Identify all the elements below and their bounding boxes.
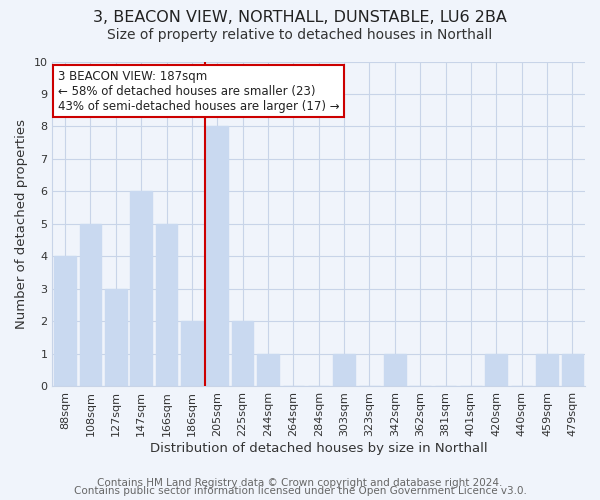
Bar — [206, 126, 228, 386]
Bar — [536, 354, 558, 386]
Text: 3, BEACON VIEW, NORTHALL, DUNSTABLE, LU6 2BA: 3, BEACON VIEW, NORTHALL, DUNSTABLE, LU6… — [93, 10, 507, 25]
Bar — [384, 354, 406, 386]
Bar — [80, 224, 101, 386]
Bar — [156, 224, 178, 386]
Bar — [55, 256, 76, 386]
Text: 3 BEACON VIEW: 187sqm
← 58% of detached houses are smaller (23)
43% of semi-deta: 3 BEACON VIEW: 187sqm ← 58% of detached … — [58, 70, 340, 112]
X-axis label: Distribution of detached houses by size in Northall: Distribution of detached houses by size … — [150, 442, 488, 455]
Bar — [562, 354, 583, 386]
Text: Contains public sector information licensed under the Open Government Licence v3: Contains public sector information licen… — [74, 486, 526, 496]
Bar — [181, 322, 203, 386]
Y-axis label: Number of detached properties: Number of detached properties — [15, 119, 28, 329]
Text: Contains HM Land Registry data © Crown copyright and database right 2024.: Contains HM Land Registry data © Crown c… — [97, 478, 503, 488]
Bar — [105, 289, 127, 386]
Bar — [130, 192, 152, 386]
Text: Size of property relative to detached houses in Northall: Size of property relative to detached ho… — [107, 28, 493, 42]
Bar — [232, 322, 253, 386]
Bar — [485, 354, 507, 386]
Bar — [257, 354, 279, 386]
Bar — [333, 354, 355, 386]
